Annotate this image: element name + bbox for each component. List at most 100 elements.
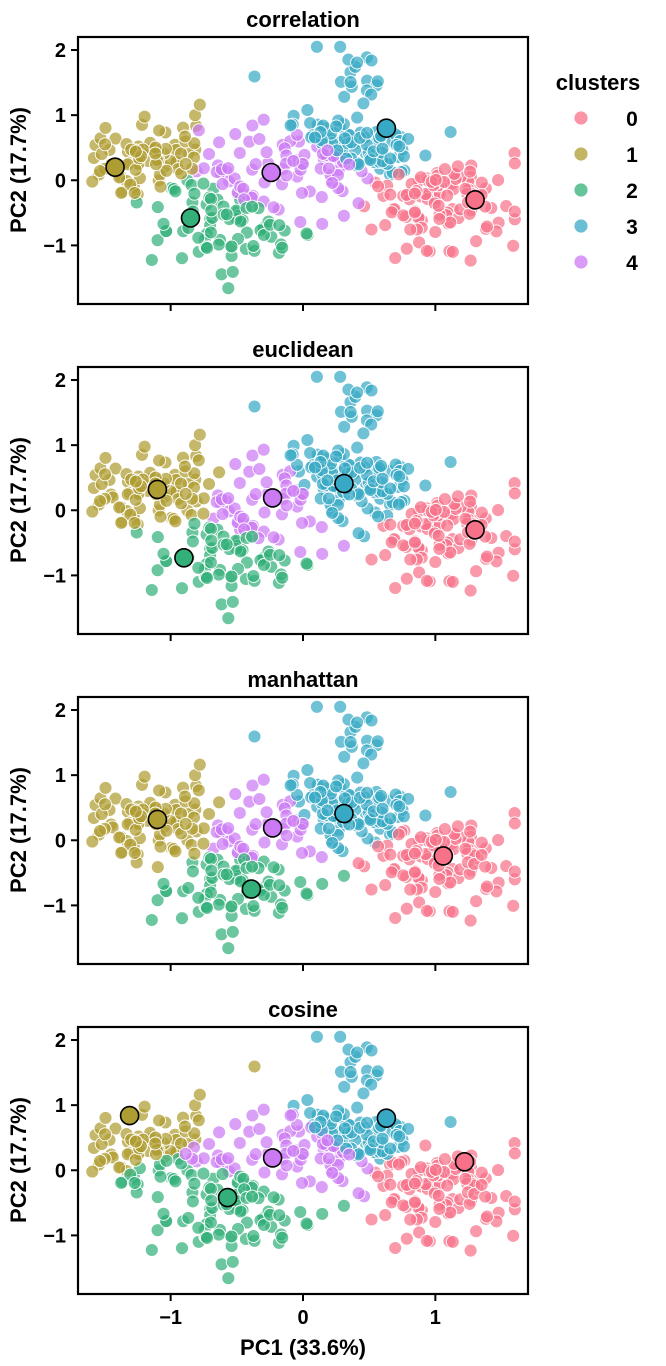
scatter-point-cluster-3 xyxy=(337,1121,352,1136)
scatter-point-cluster-1 xyxy=(114,845,129,860)
panel-title: cosine xyxy=(268,997,338,1022)
scatter-point-cluster-4 xyxy=(212,135,227,150)
x-axis-label: PC1 (33.6%) xyxy=(240,1335,366,1360)
scatter-point-cluster-1 xyxy=(128,822,143,837)
cluster-center-0 xyxy=(465,519,485,540)
scatter-point-cluster-1 xyxy=(202,477,216,491)
scatter-point-cluster-1 xyxy=(112,500,127,515)
scatter-point-cluster-2 xyxy=(315,1206,330,1221)
scatter-point-cluster-4 xyxy=(257,505,272,520)
scatter-point-cluster-0 xyxy=(491,173,506,188)
scatter-point-cluster-0 xyxy=(399,901,414,916)
scatter-point-cluster-3 xyxy=(308,460,322,475)
scatter-point-cluster-0 xyxy=(491,1163,506,1178)
scatter-point-cluster-0 xyxy=(391,167,406,182)
legend-marker-4 xyxy=(573,254,589,270)
scatter-point-cluster-2 xyxy=(185,534,200,549)
scatter-point-cluster-0 xyxy=(507,816,522,831)
scatter-point-cluster-1 xyxy=(152,783,167,798)
scatter-point-cluster-4 xyxy=(283,1108,298,1123)
scatter-point-cluster-4 xyxy=(245,118,260,133)
scatter-point-cluster-4 xyxy=(286,1144,301,1158)
scatter-point-cluster-2 xyxy=(203,521,218,536)
scatter-point-cluster-1 xyxy=(159,493,174,508)
scatter-point-cluster-4 xyxy=(245,778,260,793)
scatter-point-cluster-4 xyxy=(342,1147,357,1162)
scatter-point-cluster-4 xyxy=(266,200,281,215)
scatter-point-cluster-3 xyxy=(401,461,416,476)
cluster-center-2 xyxy=(174,547,194,568)
y-tick-label: 1 xyxy=(55,105,66,127)
scatter-point-cluster-3 xyxy=(383,151,398,166)
scatter-point-cluster-2 xyxy=(221,611,236,626)
x-axis-ticks xyxy=(169,634,437,641)
scatter-point-cluster-4 xyxy=(245,1108,260,1123)
scatter-point-cluster-3 xyxy=(290,457,305,472)
legend-marker-3 xyxy=(573,218,589,234)
scatter-point-cluster-4 xyxy=(290,127,305,142)
scatter-point-cluster-1 xyxy=(159,163,174,178)
scatter-point-cluster-0 xyxy=(474,1177,489,1192)
scatter-point-cluster-3 xyxy=(356,96,371,111)
scatter-point-cluster-4 xyxy=(259,1135,274,1150)
scatter-point-cluster-1 xyxy=(98,797,113,812)
scatter-point-cluster-2 xyxy=(245,1189,260,1204)
scatter-point-cluster-4 xyxy=(342,157,357,172)
scatter-point-cluster-0 xyxy=(506,238,521,253)
scatter-point-cluster-2 xyxy=(150,530,165,545)
scatter-point-cluster-3 xyxy=(364,1043,379,1058)
scatter-point-cluster-2 xyxy=(245,859,260,874)
panel-title: correlation xyxy=(246,7,360,32)
scatter-point-cluster-4 xyxy=(314,850,329,865)
scatter-point-cluster-0 xyxy=(391,827,406,842)
scatter-point-cluster-2 xyxy=(200,571,214,585)
scatter-point-cluster-3 xyxy=(337,749,352,764)
y-tick-label: 0 xyxy=(55,1160,66,1182)
scatter-point-cluster-1 xyxy=(187,466,202,481)
scatter-point-cluster-3 xyxy=(247,69,262,84)
scatter-point-cluster-4 xyxy=(256,112,271,127)
scatter-point-cluster-1 xyxy=(112,1160,127,1175)
scatter-point-cluster-0 xyxy=(507,534,522,549)
cluster-center-0 xyxy=(454,1152,475,1172)
scatter-point-cluster-1 xyxy=(128,474,143,489)
scatter-point-cluster-0 xyxy=(463,1243,478,1258)
y-tick-label: 2 xyxy=(55,40,66,62)
cluster-center-3 xyxy=(334,803,354,824)
scatter-point-cluster-4 xyxy=(252,792,267,806)
scatter-point-cluster-0 xyxy=(463,913,478,928)
scatter-point-cluster-2 xyxy=(275,1230,290,1245)
scatter-point-cluster-2 xyxy=(204,203,219,218)
scatter-point-cluster-3 xyxy=(375,141,390,156)
scatter-point-cluster-0 xyxy=(378,878,393,893)
scatter-point-cluster-3 xyxy=(309,699,324,714)
scatter-point-cluster-4 xyxy=(212,1125,227,1140)
scatter-point-cluster-1 xyxy=(98,780,113,795)
scatter-point-cluster-4 xyxy=(351,196,366,211)
scatter-point-cluster-2 xyxy=(299,886,314,901)
y-tick-label: −1 xyxy=(43,895,66,917)
scatter-point-cluster-4 xyxy=(232,476,247,490)
scatter-point-cluster-4 xyxy=(228,1117,243,1132)
scatter-point-cluster-3 xyxy=(309,1029,324,1044)
scatter-point-cluster-1 xyxy=(168,514,183,529)
scatter-point-cluster-0 xyxy=(403,552,418,567)
scatter-point-cluster-0 xyxy=(506,568,521,583)
scatter-point-cluster-2 xyxy=(233,544,248,559)
scatter-point-cluster-2 xyxy=(150,893,165,908)
scatter-point-cluster-2 xyxy=(272,878,287,893)
scatter-point-cluster-2 xyxy=(187,516,202,531)
scatter-point-cluster-1 xyxy=(85,834,100,849)
scatter-point-cluster-0 xyxy=(478,859,493,874)
scatter-point-cluster-4 xyxy=(286,814,301,828)
scatter-point-cluster-3 xyxy=(303,1106,318,1120)
scatter-point-cluster-0 xyxy=(388,581,403,595)
scatter-point-cluster-2 xyxy=(233,1204,248,1219)
scatter-point-cluster-2 xyxy=(175,1241,189,1256)
scatter-point-cluster-0 xyxy=(474,505,489,520)
scatter-point-cluster-2 xyxy=(299,556,314,571)
scatter-point-cluster-0 xyxy=(469,234,484,249)
scatter-point-cluster-0 xyxy=(407,865,422,880)
scatter-point-cluster-4 xyxy=(221,161,236,176)
scatter-point-cluster-0 xyxy=(403,222,418,237)
